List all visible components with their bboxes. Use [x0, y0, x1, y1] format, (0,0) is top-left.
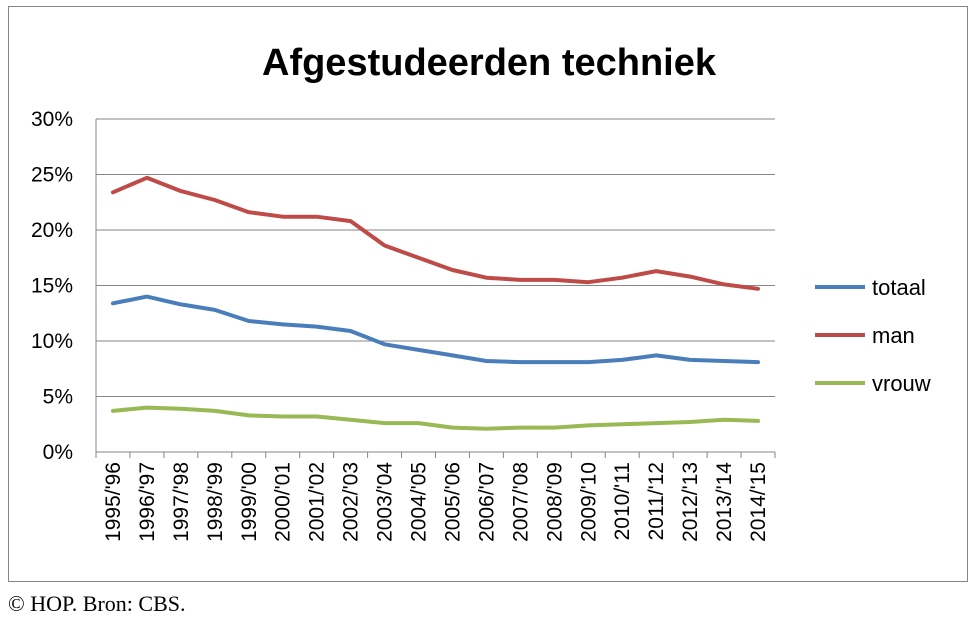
- legend: totaal man vrouw: [815, 275, 931, 396]
- x-tick-label: 1996/'97: [136, 462, 159, 542]
- y-tick-label: 10%: [31, 330, 73, 353]
- x-tick-label: 2000/'01: [272, 462, 295, 542]
- series-line-vrouw: [111, 405, 760, 431]
- x-tick-label: 1997/'98: [170, 462, 193, 542]
- x-tick-label: 2013/'14: [713, 462, 736, 542]
- series-lines: [111, 175, 760, 431]
- x-tick-label: 2010/'11: [611, 462, 634, 540]
- x-tick-label: 2006/'07: [475, 462, 498, 542]
- y-tick-label: 5%: [43, 386, 73, 409]
- y-tick-label: 15%: [31, 275, 73, 298]
- y-axis-ticks: 0% 5% 10% 15% 20% 25% 30%: [31, 108, 73, 464]
- y-tick-label: 20%: [31, 219, 73, 242]
- x-tick-label: 2007/'08: [509, 462, 532, 542]
- y-tick-label: 30%: [31, 108, 73, 131]
- x-tick-label: 1995/'96: [102, 462, 125, 542]
- x-tick-label: 2014/'15: [747, 462, 770, 542]
- chart-title: Afgestudeerden techniek: [262, 42, 717, 84]
- x-tick-label: 2008/'09: [543, 462, 566, 542]
- x-axis-ticks: 1995/'96 1996/'97 1997/'98 1998/'99 1999/'00…: [102, 462, 770, 542]
- gridlines: [96, 118, 775, 397]
- x-tick-label: 2003/'04: [374, 462, 397, 542]
- x-tick-label: 2009/'10: [577, 462, 600, 542]
- series-line-totaal: [111, 294, 760, 365]
- legend-label-totaal: totaal: [872, 275, 926, 300]
- x-tick-label: 2004/'05: [408, 462, 431, 542]
- chart-frame: Afgestudeerden techniek 0% 5% 10% 15% 20% 25%…: [8, 6, 968, 582]
- x-tick-label: 2012/'13: [679, 462, 702, 542]
- x-tick-label: 2002/'03: [340, 462, 363, 542]
- x-tick-label: 1998/'99: [204, 462, 227, 542]
- x-tick-label: 2005/'06: [441, 462, 464, 542]
- legend-label-vrouw: vrouw: [872, 371, 931, 396]
- y-tick-label: 0%: [43, 441, 73, 464]
- axes: [95, 119, 776, 458]
- x-tick-label: 1999/'00: [238, 462, 261, 542]
- series-line-man: [111, 175, 760, 291]
- source-credit: © HOP. Bron: CBS.: [8, 591, 186, 616]
- x-tick-label: 2001/'02: [306, 462, 329, 542]
- x-tick-label: 2011/'12: [645, 462, 668, 540]
- legend-label-man: man: [872, 323, 915, 348]
- y-tick-label: 25%: [31, 164, 73, 187]
- line-chart: Afgestudeerden techniek 0% 5% 10% 15% 20% 25%…: [31, 42, 931, 542]
